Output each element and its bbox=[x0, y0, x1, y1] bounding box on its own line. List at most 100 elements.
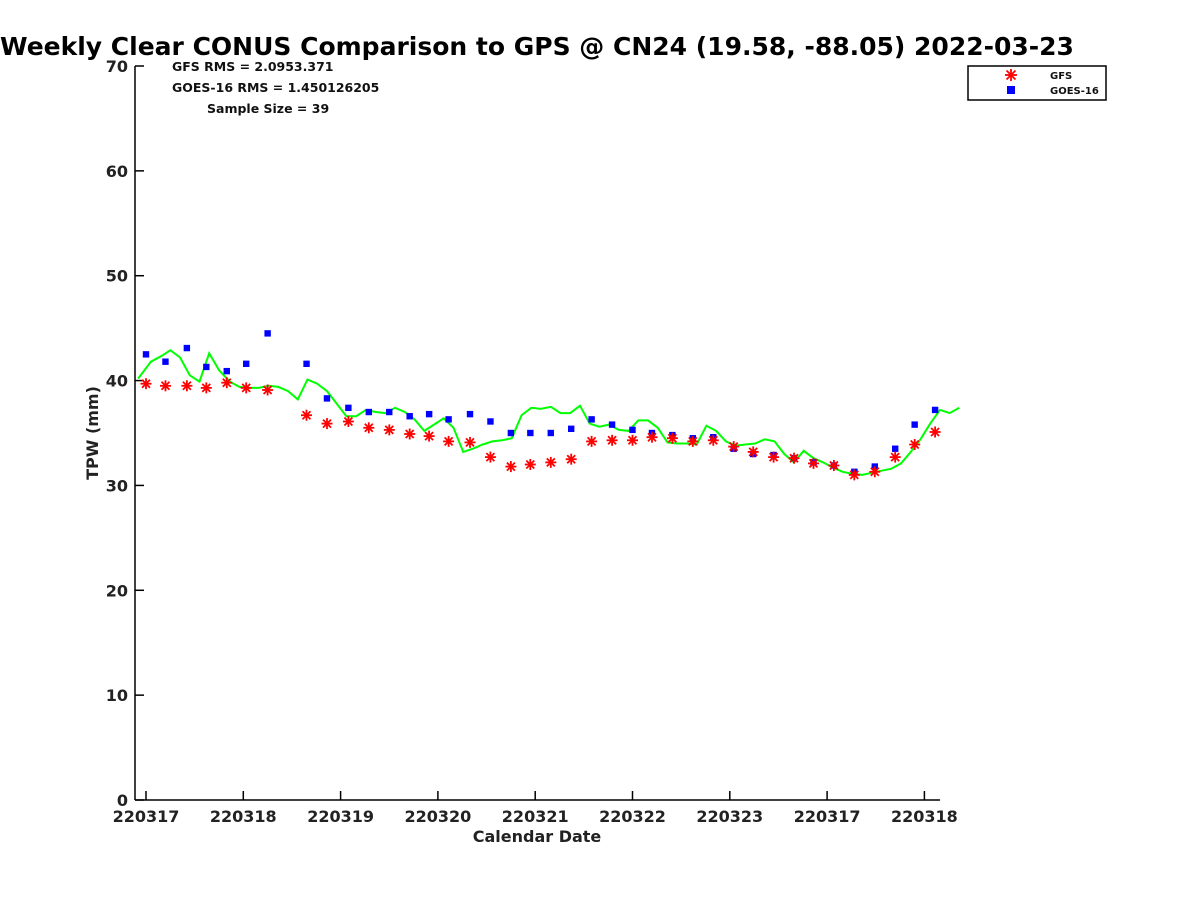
y-axis-label: TPW (mm) bbox=[83, 386, 102, 480]
goes-point bbox=[243, 360, 250, 367]
legend-gfs-label: GFS bbox=[1050, 71, 1072, 82]
gfs-point bbox=[240, 382, 252, 394]
gfs-point bbox=[262, 384, 274, 396]
goes-point bbox=[365, 408, 373, 416]
legend-box bbox=[967, 65, 1107, 101]
y-tick-label: 30 bbox=[106, 476, 128, 495]
y-tick-label: 50 bbox=[106, 267, 128, 286]
gfs-point bbox=[321, 418, 333, 430]
stat-sample-size: Sample Size = 39 bbox=[207, 101, 329, 116]
gfs-point bbox=[606, 434, 618, 446]
gfs-point bbox=[545, 456, 557, 468]
gfs-point bbox=[707, 434, 719, 446]
goes-point bbox=[303, 360, 310, 367]
gfs-point bbox=[200, 382, 212, 394]
y-tick-label: 70 bbox=[106, 57, 128, 76]
goes-point bbox=[323, 395, 331, 402]
y-tick-label: 40 bbox=[106, 372, 128, 391]
x-tick-label: 220317 bbox=[113, 807, 180, 826]
gfs-point bbox=[929, 426, 941, 438]
gfs-point bbox=[383, 424, 395, 436]
gfs-point bbox=[342, 416, 354, 427]
gfs-point bbox=[666, 432, 678, 444]
gfs-point bbox=[464, 436, 476, 448]
goes-point bbox=[406, 413, 413, 420]
x-tick-label: 220319 bbox=[307, 807, 374, 826]
gfs-point bbox=[301, 409, 312, 421]
gfs-point bbox=[363, 422, 375, 434]
goes-point bbox=[345, 404, 352, 412]
gfs-point bbox=[505, 461, 517, 473]
gfs-point bbox=[768, 451, 780, 463]
legend-goes-marker bbox=[1007, 86, 1015, 94]
goes-point bbox=[466, 410, 474, 418]
gfs-point bbox=[221, 377, 233, 389]
stat-goes-rms: GOES-16 RMS = 1.450126205 bbox=[172, 80, 379, 95]
gfs-point bbox=[181, 380, 193, 392]
legend-gfs-marker bbox=[1005, 69, 1017, 81]
goes-point bbox=[264, 330, 271, 337]
goes-point bbox=[507, 429, 515, 437]
gfs-point bbox=[423, 430, 435, 442]
x-tick-label: 220322 bbox=[599, 807, 666, 826]
gfs-point bbox=[909, 439, 921, 450]
line-series bbox=[137, 348, 960, 476]
goes-point bbox=[162, 358, 169, 365]
goes-point bbox=[183, 344, 191, 352]
goes-point bbox=[445, 416, 452, 423]
stat-gfs-rms: GFS RMS = 2.0953.371 bbox=[172, 59, 333, 74]
goes-point bbox=[386, 408, 393, 416]
chart-title: Weekly Clear CONUS Comparison to GPS @ C… bbox=[0, 32, 1074, 61]
goes-point bbox=[568, 425, 575, 433]
y-ticks: 0 10 20 30 40 50 60 70 bbox=[106, 57, 144, 810]
series-layer bbox=[137, 330, 960, 481]
gfs-point bbox=[586, 435, 598, 447]
x-tick-label: 220323 bbox=[696, 807, 763, 826]
x-tick-label: 220321 bbox=[502, 807, 569, 826]
gfs-point bbox=[484, 451, 496, 463]
y-tick-label: 20 bbox=[106, 581, 128, 600]
gfs-point bbox=[889, 451, 901, 463]
goes-point bbox=[892, 445, 899, 452]
goes-point bbox=[911, 421, 918, 428]
goes-point bbox=[425, 410, 433, 418]
goes-point bbox=[203, 363, 210, 371]
gfs-point bbox=[140, 378, 152, 390]
gfs-point bbox=[404, 428, 416, 440]
y-tick-label: 0 bbox=[117, 791, 128, 810]
gfs-point bbox=[627, 434, 638, 446]
x-tick-label: 220318 bbox=[210, 807, 277, 826]
goes-point bbox=[931, 406, 939, 414]
goes-point bbox=[608, 421, 616, 428]
gfs-point bbox=[160, 380, 171, 392]
gfs-point bbox=[728, 441, 740, 453]
gfs-point bbox=[443, 435, 455, 447]
y-tick-label: 60 bbox=[106, 162, 128, 181]
gfs-point bbox=[747, 446, 759, 458]
x-ticks: 220317 220318 220319 220320 220321 220322 2203… bbox=[113, 791, 958, 826]
gfs-point bbox=[524, 459, 536, 470]
gfs-point bbox=[788, 452, 800, 464]
goes-point bbox=[487, 418, 494, 425]
x-tick-label: 220317 bbox=[794, 807, 861, 826]
gfs-point bbox=[687, 435, 699, 447]
goes-point bbox=[588, 416, 595, 423]
x-axis-label: Calendar Date bbox=[473, 827, 602, 846]
legend-goes-label: GOES-16 bbox=[1050, 86, 1099, 97]
goes-point bbox=[527, 429, 534, 437]
y-tick-label: 10 bbox=[106, 686, 128, 705]
goes-point bbox=[629, 426, 636, 434]
legend: GFS GOES-16 bbox=[967, 65, 1107, 101]
x-tick-label: 220318 bbox=[891, 807, 958, 826]
goes-point bbox=[142, 351, 150, 358]
gfs-point bbox=[565, 453, 577, 465]
gfs-point bbox=[646, 431, 658, 443]
gfs-point bbox=[808, 457, 819, 469]
gfs-point bbox=[828, 460, 840, 471]
gfs-point bbox=[848, 469, 860, 481]
x-tick-label: 220320 bbox=[405, 807, 472, 826]
goes-point bbox=[223, 367, 230, 375]
goes-point bbox=[547, 429, 554, 437]
gfs-point bbox=[869, 466, 881, 478]
